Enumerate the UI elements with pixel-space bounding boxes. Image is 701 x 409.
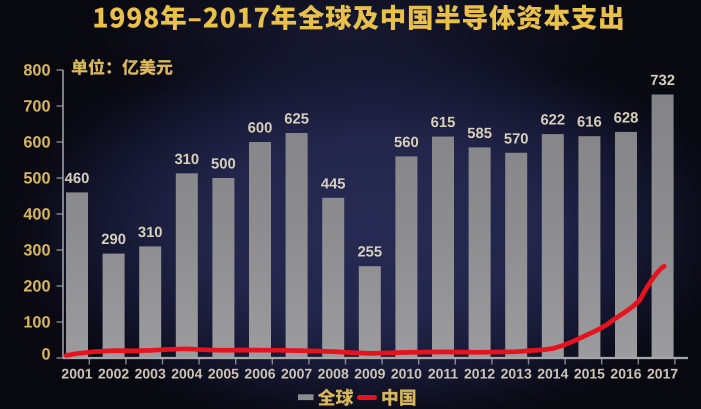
svg-text:2014: 2014 <box>537 365 568 381</box>
svg-text:2013: 2013 <box>501 365 532 381</box>
svg-text:300: 300 <box>23 241 50 259</box>
svg-text:290: 290 <box>101 232 126 248</box>
svg-text:460: 460 <box>65 171 90 187</box>
svg-text:2016: 2016 <box>610 365 641 381</box>
svg-text:2008: 2008 <box>318 365 349 381</box>
svg-text:310: 310 <box>138 225 163 241</box>
svg-text:616: 616 <box>577 115 602 131</box>
svg-text:2001: 2001 <box>61 365 92 381</box>
svg-text:445: 445 <box>321 176 346 192</box>
svg-text:2009: 2009 <box>354 365 385 381</box>
svg-text:2011: 2011 <box>428 365 459 381</box>
svg-text:400: 400 <box>23 205 50 223</box>
svg-text:2004: 2004 <box>171 365 202 381</box>
svg-text:622: 622 <box>540 113 565 129</box>
svg-text:200: 200 <box>23 277 50 295</box>
svg-text:500: 500 <box>211 157 236 173</box>
svg-text:570: 570 <box>504 131 529 147</box>
svg-text:2017: 2017 <box>647 365 678 381</box>
svg-text:255: 255 <box>357 245 382 261</box>
svg-text:100: 100 <box>23 313 50 331</box>
svg-text:2012: 2012 <box>464 365 495 381</box>
svg-text:615: 615 <box>431 115 456 131</box>
svg-text:600: 600 <box>248 121 273 137</box>
svg-text:2007: 2007 <box>281 365 312 381</box>
svg-text:700: 700 <box>23 97 50 115</box>
svg-text:625: 625 <box>284 112 309 128</box>
svg-text:600: 600 <box>23 133 50 151</box>
svg-text:2006: 2006 <box>244 365 275 381</box>
svg-text:800: 800 <box>23 61 50 79</box>
svg-text:2015: 2015 <box>574 365 605 381</box>
svg-text:628: 628 <box>614 110 639 126</box>
svg-text:585: 585 <box>467 126 492 142</box>
svg-text:2010: 2010 <box>391 365 422 381</box>
svg-text:0: 0 <box>41 345 50 363</box>
svg-text:310: 310 <box>174 152 199 168</box>
svg-text:2005: 2005 <box>208 365 239 381</box>
svg-text:2003: 2003 <box>135 365 166 381</box>
svg-text:732: 732 <box>650 73 675 89</box>
svg-text:500: 500 <box>23 169 50 187</box>
svg-text:560: 560 <box>394 135 419 151</box>
svg-text:2002: 2002 <box>98 365 129 381</box>
